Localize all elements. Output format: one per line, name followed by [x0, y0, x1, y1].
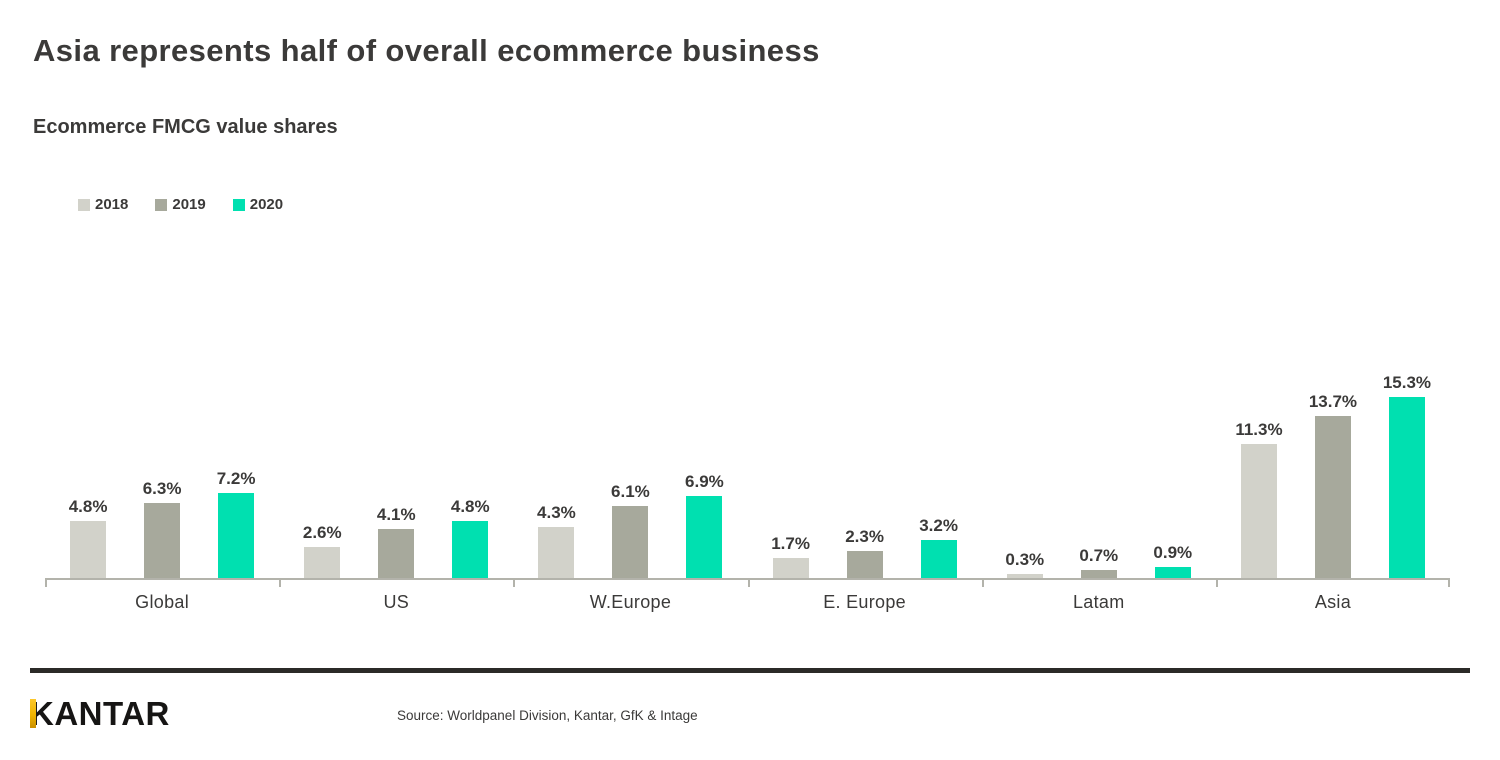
- bar-2020: [686, 496, 723, 578]
- bar-group-us: 2.6% 4.1% 4.8%: [279, 340, 513, 578]
- bar-value-label: 0.9%: [1153, 543, 1193, 562]
- bar-2019: [144, 503, 181, 578]
- category-label-us: US: [383, 592, 410, 612]
- axis-tick: [1215, 578, 1218, 587]
- bar-2019: [1080, 570, 1117, 578]
- axis-tick: [45, 578, 47, 587]
- legend-label-2020: 2020: [249, 196, 284, 213]
- bar-value-label: 0.3%: [1005, 550, 1045, 569]
- legend-item-2019: 2019: [155, 196, 206, 213]
- bar-column-2020: 15.3%: [1383, 374, 1431, 578]
- axis-tick: [279, 578, 282, 587]
- chart-subtitle: Ecommerce FMCG value shares: [33, 116, 338, 138]
- bar-column-2019: 6.1%: [611, 482, 650, 578]
- bar-2019: [378, 529, 415, 578]
- legend-item-2018: 2018: [78, 196, 128, 213]
- category-label-global: Global: [135, 592, 189, 612]
- bar-column-2020: 6.9%: [685, 472, 724, 578]
- bar-column-2019: 6.3%: [142, 479, 182, 578]
- bar-value-label: 3.2%: [919, 516, 958, 535]
- bar-column-2019: 0.7%: [1079, 546, 1119, 578]
- axis-tick: [981, 578, 984, 587]
- bar-value-label: 7.2%: [216, 469, 256, 488]
- bar-value-label: 2.3%: [845, 527, 884, 546]
- bar-2020: [218, 493, 255, 578]
- bar-2018: [1240, 444, 1277, 578]
- bar-column-2020: 0.9%: [1153, 543, 1193, 578]
- bar-column-2018: 11.3%: [1235, 421, 1283, 578]
- bar-2019: [612, 506, 649, 578]
- legend-label-2019: 2019: [172, 196, 206, 213]
- bar-2020: [1388, 397, 1425, 578]
- bar-2019: [1314, 416, 1351, 578]
- bar-column-2018: 4.8%: [68, 497, 108, 578]
- bar-2018: [70, 521, 107, 578]
- bar-column-2018: 4.3%: [537, 503, 576, 578]
- bar-value-label: 11.3%: [1235, 420, 1283, 439]
- category-label-latam: Latam: [1073, 592, 1125, 612]
- bar-group-global: 4.8% 6.3% 7.2%: [45, 340, 279, 578]
- bar-value-label: 4.8%: [450, 497, 490, 516]
- bar-column-2019: 13.7%: [1309, 393, 1357, 578]
- category-axis: Global US W.Europe E. Europe Latam Asia: [45, 592, 1450, 613]
- bar-2020: [452, 521, 489, 578]
- category-label-asia: Asia: [1314, 592, 1352, 612]
- bar-column-2019: 2.3%: [845, 527, 884, 578]
- bar-value-label: 13.7%: [1308, 392, 1358, 411]
- bar-column-2018: 0.3%: [1005, 550, 1045, 578]
- bar-2020: [1154, 567, 1191, 578]
- bar-2020: [920, 540, 957, 578]
- bar-column-2020: 3.2%: [919, 516, 958, 578]
- legend-label-2018: 2018: [95, 196, 129, 213]
- bar-value-label: 1.7%: [771, 534, 810, 553]
- source-text: Source: Worldpanel Division, Kantar, GfK…: [397, 708, 698, 723]
- bar-value-label: 0.7%: [1079, 546, 1119, 565]
- bar-2018: [304, 547, 341, 578]
- legend-swatch-2019: [155, 198, 168, 211]
- page-title: Asia represents half of overall ecommerc…: [33, 33, 820, 68]
- bar-group-latam: 0.3% 0.7% 0.9%: [982, 340, 1216, 578]
- bar-value-label: 4.8%: [68, 497, 108, 516]
- bar-2018: [772, 558, 809, 578]
- axis-tick: [747, 578, 750, 587]
- bar-2018: [1006, 574, 1043, 578]
- bar-2018: [538, 527, 575, 578]
- chart-legend: 2018 2019 2020: [78, 196, 283, 213]
- category-label-w-europe: W.Europe: [589, 592, 672, 612]
- bar-group-e-europe: 1.7% 2.3% 3.2%: [748, 340, 982, 578]
- bar-group-w-europe: 4.3% 6.1% 6.9%: [513, 340, 747, 578]
- plot-area: 4.8% 6.3% 7.2% 2.6% 4.1% 4.8% 4.3% 6.1% 6.9% 1.7%…: [45, 340, 1450, 587]
- bar-column-2018: 2.6%: [302, 523, 342, 578]
- bar-value-label: 15.3%: [1382, 373, 1432, 392]
- footer-divider: [30, 668, 1470, 673]
- axis-tick: [513, 578, 516, 587]
- bar-value-label: 6.9%: [685, 472, 724, 491]
- bar-value-label: 6.3%: [142, 479, 182, 498]
- category-label-e-europe: E. Europe: [823, 592, 906, 612]
- logo-text: KANTAR: [30, 695, 170, 732]
- bar-group-asia: 11.3% 13.7% 15.3%: [1216, 340, 1450, 578]
- bar-value-label: 4.1%: [376, 505, 416, 524]
- legend-swatch-2018: [78, 198, 90, 211]
- kantar-logo: KANTAR: [30, 697, 170, 730]
- legend-swatch-2020: [232, 198, 245, 211]
- bar-column-2020: 4.8%: [450, 497, 490, 578]
- axis-tick: [1448, 578, 1450, 587]
- bar-column-2018: 1.7%: [771, 534, 810, 578]
- bar-2019: [846, 551, 883, 578]
- bar-chart: 4.8% 6.3% 7.2% 2.6% 4.1% 4.8% 4.3% 6.1% 6.9% 1.7%…: [45, 340, 1450, 613]
- legend-item-2020: 2020: [232, 196, 284, 213]
- bar-column-2020: 7.2%: [216, 469, 256, 578]
- bar-column-2019: 4.1%: [376, 505, 416, 578]
- bar-value-label: 6.1%: [611, 482, 650, 501]
- bar-value-label: 2.6%: [302, 523, 342, 542]
- bar-value-label: 4.3%: [537, 503, 576, 522]
- logo-accent-bar: [30, 699, 36, 728]
